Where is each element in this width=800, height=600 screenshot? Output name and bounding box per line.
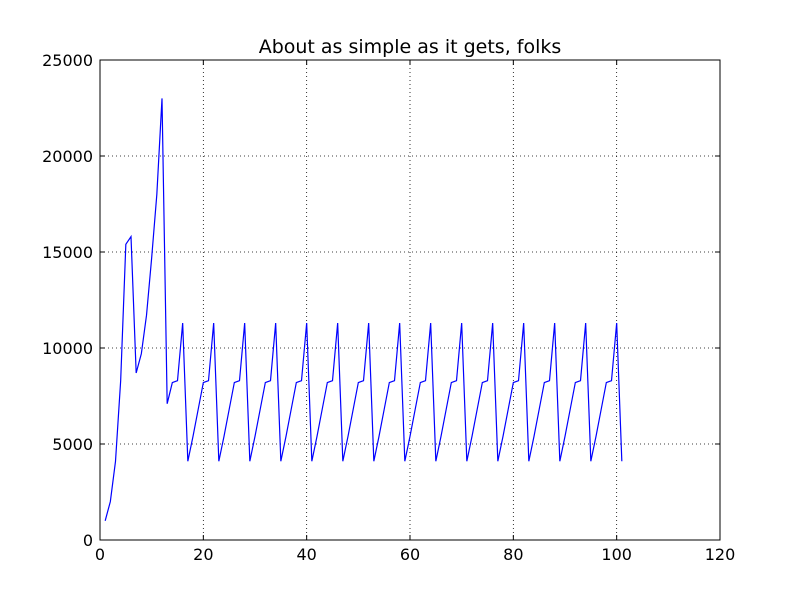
- y-tick-label: 15000: [42, 243, 93, 262]
- x-tick-label: 120: [705, 545, 736, 564]
- x-tick-label: 40: [296, 545, 316, 564]
- y-tick-label: 5000: [52, 435, 93, 454]
- chart-title: About as simple as it gets, folks: [259, 36, 562, 58]
- axis-ticks: [99, 59, 721, 541]
- y-tick-label: 0: [83, 531, 93, 550]
- x-tick-label: 60: [400, 545, 420, 564]
- x-axis-tick-labels: 0 20 40 60 80 100 120: [95, 545, 735, 564]
- x-tick-label: 0: [95, 545, 105, 564]
- y-tick-label: 20000: [42, 147, 93, 166]
- x-tick-label: 20: [193, 545, 213, 564]
- series-layer: [104, 98, 623, 521]
- x-tick-label: 100: [601, 545, 632, 564]
- y-tick-label: 25000: [42, 51, 93, 70]
- x-tick-label: 80: [503, 545, 523, 564]
- y-axis-tick-labels: 0 5000 10000 15000 20000 25000: [42, 51, 93, 550]
- series-line: [104, 98, 623, 521]
- grid-lines: [100, 60, 720, 540]
- y-tick-label: 10000: [42, 339, 93, 358]
